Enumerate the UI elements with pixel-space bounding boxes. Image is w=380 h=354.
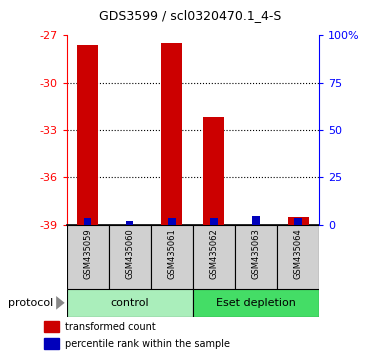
Bar	[44, 338, 59, 349]
Bar	[203, 118, 225, 225]
Bar	[235, 225, 277, 289]
Bar	[126, 221, 133, 225]
Text: transformed count: transformed count	[65, 322, 156, 332]
Bar	[210, 218, 218, 225]
Bar	[277, 225, 319, 289]
Bar	[168, 218, 176, 225]
Text: GDS3599 / scl0320470.1_4-S: GDS3599 / scl0320470.1_4-S	[99, 9, 281, 22]
Text: GSM435061: GSM435061	[167, 228, 176, 279]
Bar	[84, 218, 91, 225]
Text: GSM435062: GSM435062	[209, 228, 218, 279]
Polygon shape	[56, 296, 65, 310]
Bar	[151, 225, 193, 289]
Text: percentile rank within the sample: percentile rank within the sample	[65, 339, 230, 349]
Text: GSM435063: GSM435063	[252, 228, 261, 279]
Bar	[193, 289, 319, 317]
Text: GSM435060: GSM435060	[125, 228, 134, 279]
Text: control: control	[110, 298, 149, 308]
Bar	[109, 225, 151, 289]
Bar	[161, 43, 182, 225]
Bar	[294, 218, 302, 225]
Text: GSM435059: GSM435059	[83, 228, 92, 279]
Bar	[66, 225, 109, 289]
Bar	[66, 289, 193, 317]
Text: GSM435064: GSM435064	[294, 228, 302, 279]
Bar	[77, 45, 98, 225]
Bar	[193, 225, 235, 289]
Bar	[44, 321, 59, 332]
Text: Eset depletion: Eset depletion	[216, 298, 296, 308]
Text: protocol: protocol	[8, 298, 53, 308]
Bar	[252, 216, 260, 225]
Bar	[288, 217, 309, 225]
